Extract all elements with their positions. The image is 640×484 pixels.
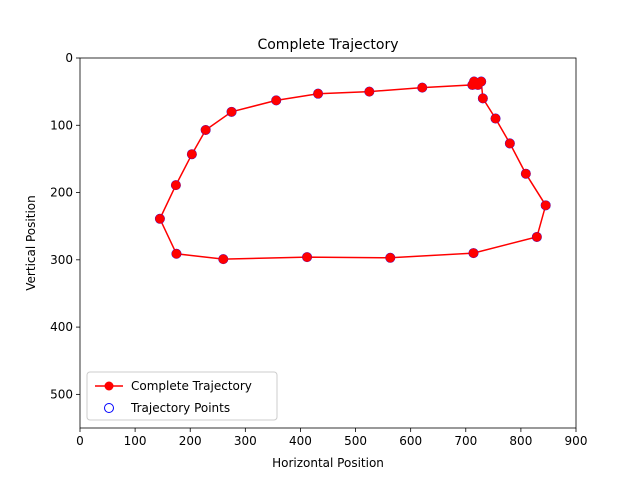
plot-frame xyxy=(79,57,577,429)
trajectory-marker xyxy=(364,86,375,97)
legend: Complete Trajectory Trajectory Points xyxy=(86,371,278,421)
x-tick-label: 700 xyxy=(454,434,477,448)
legend-hollow-swatch xyxy=(104,403,114,413)
trajectory-marker xyxy=(171,249,182,259)
trajectory-marker xyxy=(385,253,396,263)
legend-entry-label: Complete Trajectory xyxy=(131,379,252,393)
trajectory-marker xyxy=(226,107,237,117)
x-tick-label: 0 xyxy=(76,434,84,448)
legend-marker-swatch xyxy=(104,381,114,391)
y-axis-label: Vertical Position xyxy=(24,195,38,290)
trajectory-marker xyxy=(187,149,197,159)
y-tick-label: 300 xyxy=(50,253,73,267)
trajectory-marker xyxy=(218,254,229,264)
trajectory-marker xyxy=(171,180,181,190)
legend-entry-label: Trajectory Points xyxy=(130,401,230,415)
y-tick-label: 400 xyxy=(50,320,73,334)
y-tick-label: 200 xyxy=(50,186,73,200)
x-tick-label: 100 xyxy=(124,434,147,448)
trajectory-marker xyxy=(490,113,501,124)
x-tick-label: 400 xyxy=(289,434,312,448)
trajectory-marker xyxy=(540,200,551,211)
x-tick-label: 600 xyxy=(399,434,422,448)
x-tick-label: 300 xyxy=(234,434,257,448)
x-axis-ticks: 0 100 200 300 400 500 600 700 800 900 xyxy=(76,428,587,448)
trajectory-marker xyxy=(313,88,323,99)
y-tick-label: 100 xyxy=(50,118,73,132)
x-axis-label: Horizontal Position xyxy=(272,456,384,470)
trajectory-marker xyxy=(417,82,427,93)
chart-title: Complete Trajectory xyxy=(257,37,398,53)
trajectory-marker xyxy=(532,232,542,242)
x-tick-label: 800 xyxy=(509,434,532,448)
y-tick-label: 500 xyxy=(50,387,73,401)
x-tick-label: 900 xyxy=(565,434,588,448)
trajectory-marker xyxy=(478,93,488,104)
trajectory-marker xyxy=(271,95,281,106)
legend-box xyxy=(86,371,278,421)
y-axis-ticks: 0 100 200 300 400 500 xyxy=(50,51,80,401)
trajectory-marker xyxy=(302,252,312,262)
x-tick-label: 500 xyxy=(344,434,367,448)
trajectory-marker xyxy=(521,168,531,179)
trajectory-marker xyxy=(200,125,211,135)
trajectory-marker xyxy=(469,76,479,87)
plot-area xyxy=(79,57,577,429)
trajectory-marker xyxy=(155,214,165,224)
trajectory-marker xyxy=(468,248,479,258)
y-tick-label: 0 xyxy=(65,51,73,65)
x-tick-label: 200 xyxy=(179,434,202,448)
trajectory-marker xyxy=(505,138,515,149)
